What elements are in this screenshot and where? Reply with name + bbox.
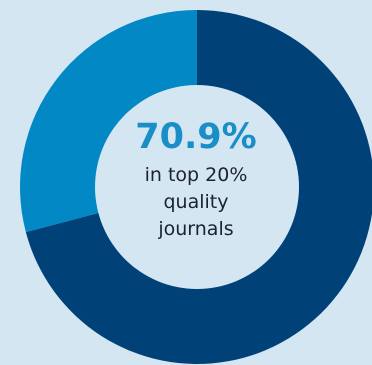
center-label: 70.9% in top 20% quality journals <box>96 116 296 243</box>
center-percentage: 70.9% <box>135 117 257 157</box>
center-caption-line-2: quality <box>163 191 229 213</box>
center-caption-line-3: journals <box>158 218 234 240</box>
donut-hole <box>95 85 299 289</box>
center-caption-line-1: in top 20% <box>144 164 248 186</box>
